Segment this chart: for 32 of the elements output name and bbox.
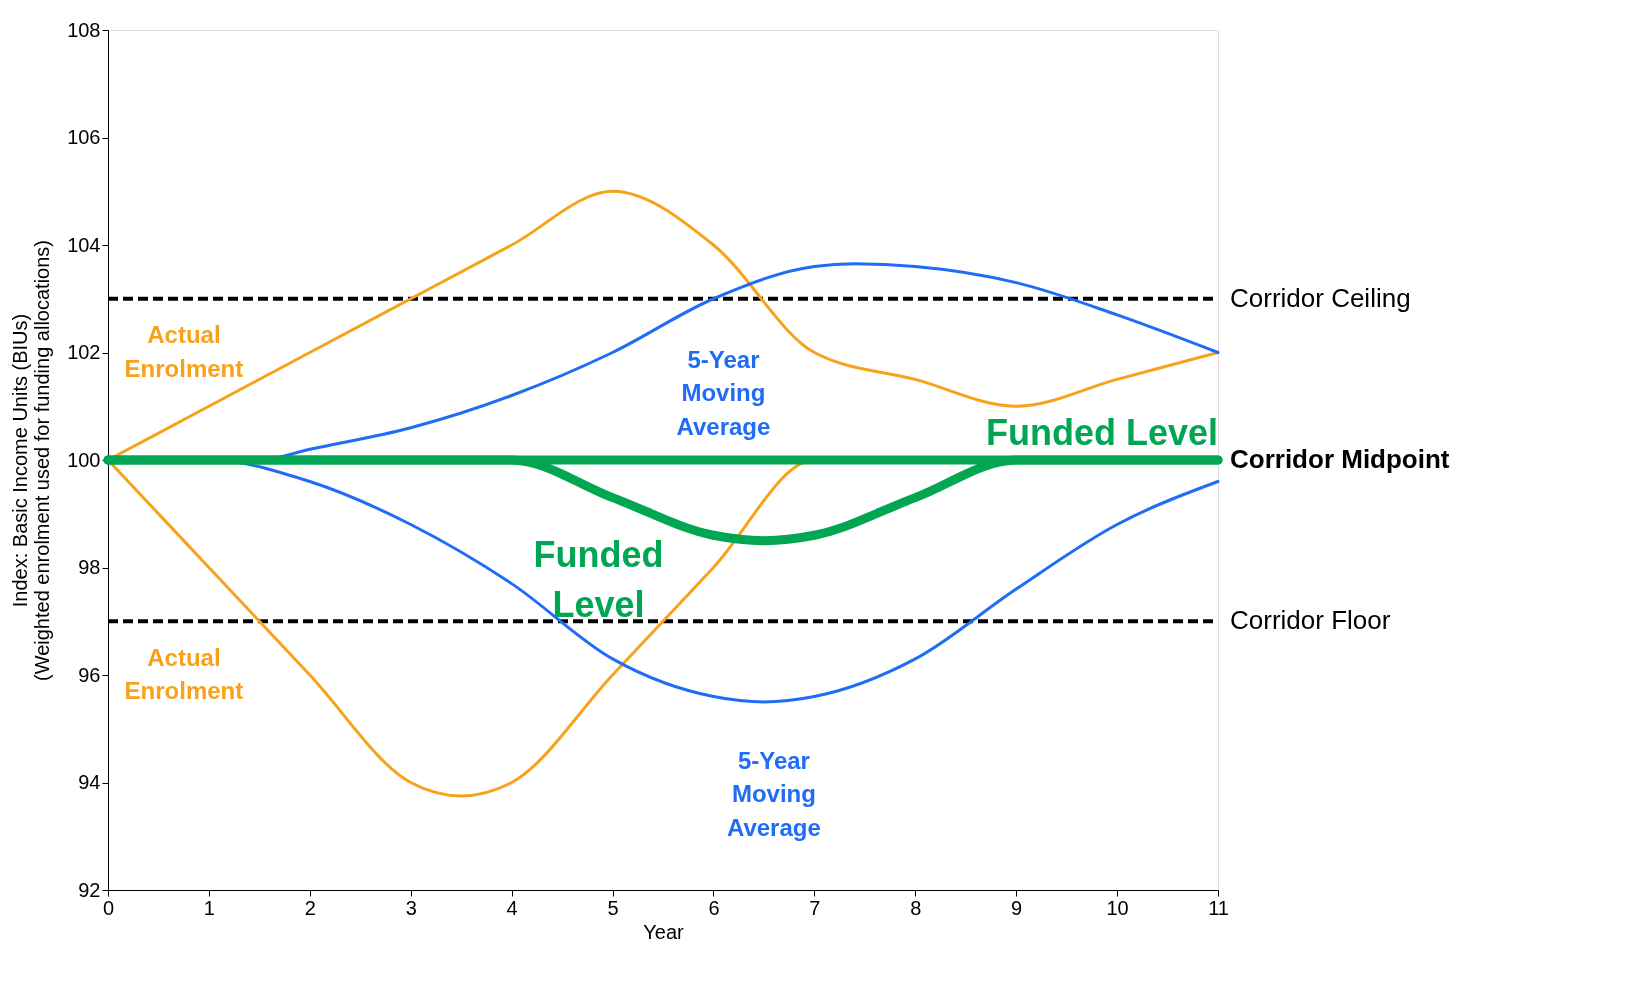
series-label: Actual Enrolment	[124, 321, 244, 382]
x-tick-label: 0	[102, 896, 115, 919]
x-tick-label: 8	[910, 896, 922, 919]
x-tick-label: 3	[405, 896, 417, 919]
y-tick-label: 102	[67, 341, 101, 363]
y-tick-label: 108	[67, 18, 101, 41]
x-tick-label: 7	[809, 896, 821, 919]
x-tick-label: 9	[1011, 896, 1023, 919]
y-tick-label: 100	[67, 448, 101, 471]
x-tick-label: 4	[506, 896, 518, 919]
x-tick-label: 10	[1106, 896, 1129, 919]
series-label: 5-Year Moving Average	[676, 345, 771, 440]
y-tick-label: 96	[78, 663, 101, 686]
series-label: Actual Enrolment	[124, 643, 244, 705]
x-tick-label: 2	[304, 896, 316, 919]
y-tick-label: 106	[67, 126, 101, 148]
y-tick-label: 94	[78, 771, 101, 793]
series-label: Funded Level	[985, 412, 1218, 453]
y-axis-title: Index: Basic Income Units (BIUs) (Weighted enrolment used for funding allocations)	[9, 240, 54, 681]
y-tick-label: 98	[78, 556, 101, 578]
ref-line-label: Corridor Ceiling	[1230, 282, 1411, 313]
series-label: 5-Year Moving Average	[726, 746, 821, 842]
series-label: Funded Level	[533, 533, 664, 626]
x-tick-label: 11	[1208, 896, 1229, 919]
x-tick-label: 5	[607, 896, 619, 919]
text: Corridor Midpoint	[1230, 444, 1450, 474]
y-tick-label: 104	[67, 233, 101, 256]
x-tick-label: 1	[203, 896, 215, 919]
y-tick-label: 92	[78, 878, 101, 901]
x-tick-label: 6	[708, 896, 720, 919]
ref-line-label: Corridor Floor	[1230, 605, 1391, 636]
x-axis-title: Year	[643, 920, 685, 943]
